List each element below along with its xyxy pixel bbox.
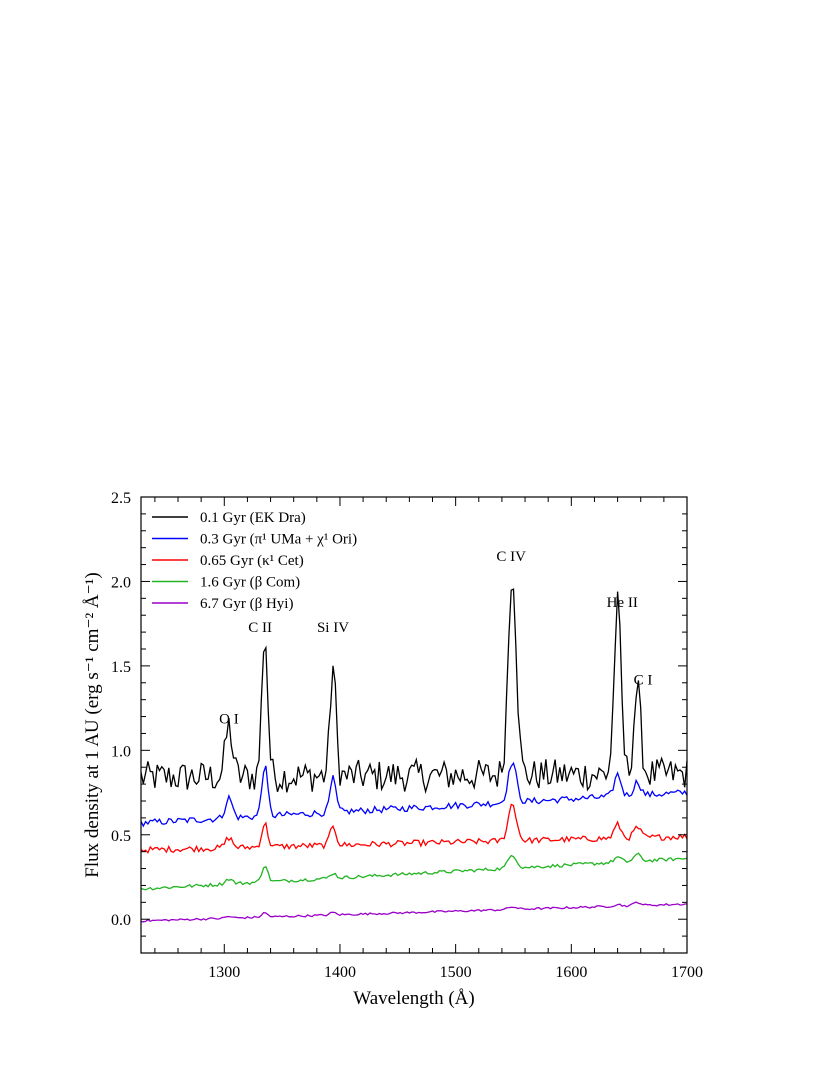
emission-line-label: O I — [219, 711, 239, 727]
legend-label: 6.7 Gyr (β Hyi) — [200, 596, 293, 612]
x-tick-label: 1500 — [440, 964, 472, 981]
legend-label: 0.3 Gyr (π¹ UMa + χ¹ Ori) — [200, 532, 357, 548]
series-line — [140, 852, 688, 891]
y-tick-label: 2.5 — [111, 490, 131, 507]
legend-label: 1.6 Gyr (β Com) — [200, 575, 300, 591]
emission-line-label: He II — [607, 595, 638, 611]
emission-line-labels: O I C II Si IV C IV He II C I — [219, 549, 652, 727]
y-tick-label: 1.5 — [111, 659, 131, 676]
emission-line-label: C II — [248, 620, 272, 636]
y-axis-title: Flux density at 1 AU (erg s⁻¹ cm⁻² Å⁻¹) — [82, 572, 103, 877]
emission-line-label: Si IV — [317, 620, 349, 636]
x-tick-label: 1700 — [671, 964, 703, 981]
spectra-lines — [140, 588, 688, 923]
x-tick-label: 1400 — [324, 964, 356, 981]
y-tick-label: 0.5 — [111, 828, 131, 845]
axis-ticks — [141, 496, 688, 953]
y-tick-label: 0.0 — [111, 912, 131, 929]
legend-label: 0.65 Gyr (κ¹ Cet) — [200, 553, 304, 569]
legend: 0.1 Gyr (EK Dra) 0.3 Gyr (π¹ UMa + χ¹ Ori… — [152, 510, 357, 612]
series-line — [140, 588, 688, 795]
emission-line-label: C I — [634, 672, 653, 688]
series-line — [140, 761, 688, 828]
emission-line-label: C IV — [496, 549, 526, 565]
x-tick-label: 1300 — [208, 964, 240, 981]
legend-label: 0.1 Gyr (EK Dra) — [200, 510, 306, 526]
y-tick-label: 2.0 — [111, 574, 131, 591]
y-tick-label: 1.0 — [111, 743, 131, 760]
series-line — [140, 901, 687, 923]
x-axis-title: Wavelength (Å) — [353, 988, 474, 1009]
plot-frame — [140, 496, 688, 954]
series-line — [140, 803, 688, 854]
x-tick-label: 1600 — [555, 964, 587, 981]
tick-labels: 1300 1400 1500 1600 1700 0.0 0.5 1.0 1.5 2.0 2.5 — [111, 490, 703, 981]
